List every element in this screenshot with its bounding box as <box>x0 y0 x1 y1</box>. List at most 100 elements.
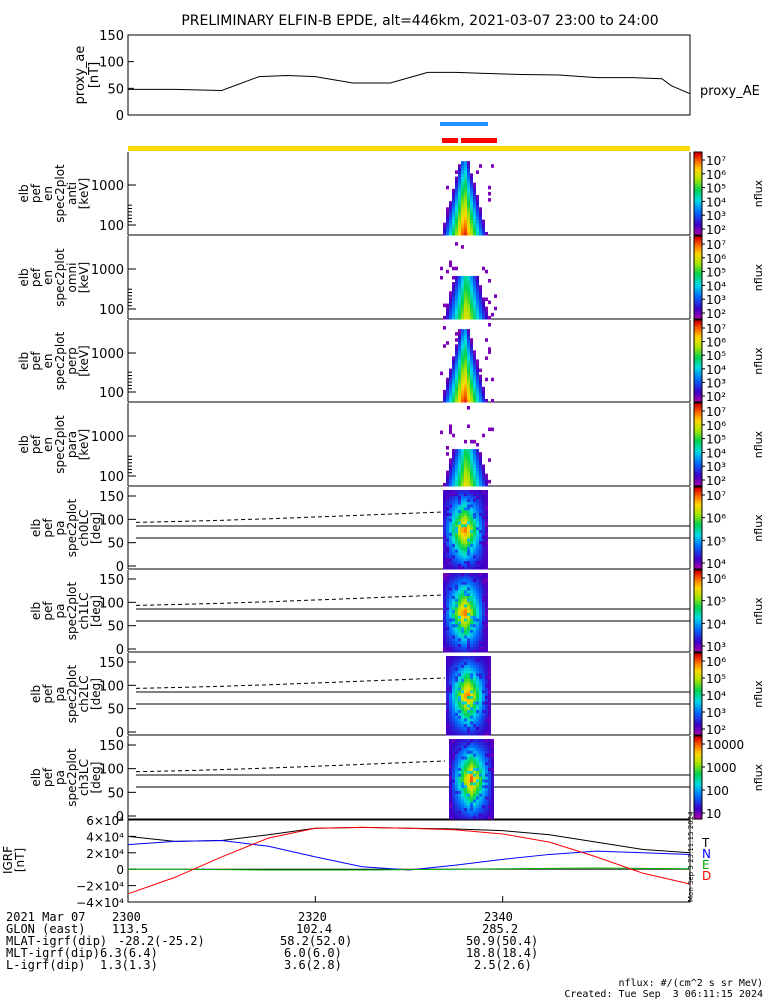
heatmap-cell <box>449 521 452 525</box>
heatmap-cell <box>473 618 476 622</box>
heatmap-cell <box>452 540 455 545</box>
heatmap-cell <box>455 338 458 342</box>
heatmap-cell <box>449 675 452 680</box>
heatmap-cell <box>479 816 482 820</box>
heatmap-cell <box>443 643 446 647</box>
heatmap-cell <box>467 620 470 625</box>
colorbar-frame <box>693 652 703 736</box>
heatmap-cell <box>479 787 482 791</box>
heatmap-cell <box>455 618 458 622</box>
heatmap-cell <box>446 587 449 591</box>
heatmap-cell <box>467 309 470 314</box>
heatmap-cell <box>446 575 449 580</box>
heatmap-cell <box>485 532 488 536</box>
heatmap-cell <box>470 458 473 462</box>
y-tick-label: 0 <box>116 109 124 124</box>
heatmap-cell <box>467 712 470 716</box>
colorbar-segment <box>694 292 702 295</box>
colorbar-segment <box>694 391 702 395</box>
heatmap-cell <box>455 701 458 705</box>
legend-entry-E: E <box>702 858 710 872</box>
colorbar-segment <box>694 602 702 606</box>
heatmap-cell <box>449 427 452 432</box>
colorbar-label: nflux <box>752 430 765 458</box>
heatmap-cell <box>467 335 470 339</box>
heatmap-cell <box>464 575 467 580</box>
heatmap-cell <box>446 726 449 730</box>
heatmap-cell <box>461 609 464 613</box>
colorbar-tick-label: 10⁵ <box>706 182 726 196</box>
heatmap-cell <box>449 575 452 580</box>
heatmap-cell <box>443 228 446 233</box>
heatmap-cell <box>461 779 464 783</box>
heatmap-cell <box>458 198 461 202</box>
heatmap-cell <box>482 681 485 685</box>
heatmap-cell <box>449 804 452 809</box>
heatmap-cell <box>458 164 461 168</box>
heatmap-cell <box>464 458 467 462</box>
heatmap-cell <box>461 300 464 305</box>
colorbar-segment <box>694 205 702 209</box>
heatmap-cell <box>467 764 470 769</box>
heatmap-cell <box>449 604 452 608</box>
y-tick-label: 150 <box>99 573 124 588</box>
heatmap-cell <box>485 529 488 533</box>
heatmap-cell <box>458 667 461 671</box>
heatmap-cell <box>455 362 458 367</box>
heatmap-cell <box>461 598 464 602</box>
y-tick-label: 100 <box>99 470 124 485</box>
heatmap-cell <box>488 804 491 809</box>
heatmap-cell <box>455 231 458 236</box>
heatmap-cell <box>482 509 485 514</box>
colorbar-segment <box>694 750 702 754</box>
heatmap-cell <box>467 279 470 283</box>
heatmap-cell <box>470 501 473 505</box>
heatmap-cell <box>461 810 464 814</box>
heatmap-cell <box>476 549 479 553</box>
heatmap-cell <box>449 612 452 616</box>
heatmap-cell <box>470 595 473 599</box>
heatmap-cell <box>449 750 452 754</box>
heatmap-cell <box>455 810 458 814</box>
colorbar-segment <box>694 322 702 325</box>
colorbar-segment <box>694 789 702 793</box>
y-axis-label: elbpefenspec2plotpara[keV] <box>17 415 91 474</box>
heatmap-cell <box>452 615 455 619</box>
heatmap-cell <box>473 540 476 545</box>
heatmap-cell <box>458 371 461 376</box>
heatmap-cell <box>449 389 452 394</box>
colorbar-segment <box>694 294 702 297</box>
heatmap-cell <box>473 365 476 370</box>
heatmap-cell <box>485 761 488 766</box>
heatmap-cell <box>470 222 473 227</box>
heatmap-cell <box>458 672 461 677</box>
y-tick-label: 100 <box>99 219 124 234</box>
heatmap-cell <box>470 759 473 763</box>
heatmap-cell <box>476 709 479 713</box>
heatmap-cell <box>461 504 464 508</box>
y-tick-label: 150 <box>99 490 124 505</box>
heatmap-cell <box>458 294 461 298</box>
heatmap-cell <box>482 573 485 577</box>
colorbar-segment <box>694 425 702 429</box>
heatmap-cell <box>482 646 485 650</box>
heatmap-cell <box>485 701 488 705</box>
heatmap-cell <box>464 309 467 314</box>
heatmap-cell <box>491 744 494 749</box>
colorbar-segment <box>694 154 702 157</box>
heatmap-cell <box>464 297 467 302</box>
heatmap-cell <box>482 464 485 469</box>
heatmap-cell <box>461 532 464 536</box>
colorbar-segment <box>694 513 702 517</box>
heatmap-cell <box>467 756 470 760</box>
heatmap-cell <box>485 515 488 519</box>
heatmap-cell <box>464 347 467 351</box>
heatmap-cell <box>485 681 488 685</box>
heatmap-cell <box>461 216 464 221</box>
heatmap-cell <box>479 670 482 674</box>
heatmap-cell <box>458 801 461 806</box>
colorbar-segment <box>694 444 702 448</box>
heatmap-cell <box>470 523 473 528</box>
colorbar-segment <box>694 461 702 464</box>
heatmap-cell <box>464 371 467 376</box>
